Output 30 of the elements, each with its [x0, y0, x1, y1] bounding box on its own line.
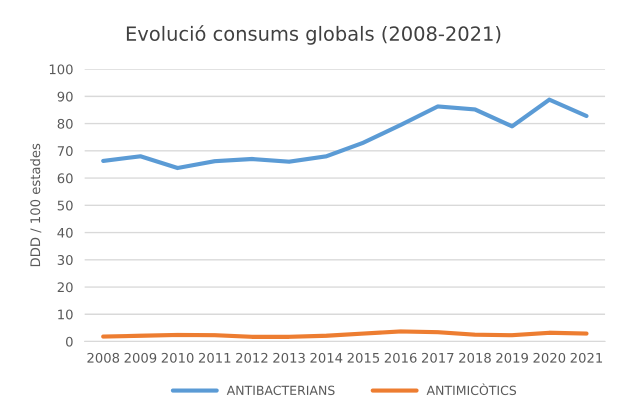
y-tick-label: 10 [58, 309, 73, 320]
legend-label: ANTIBACTERIANS [226, 386, 335, 396]
y-tick-label: 60 [58, 173, 73, 184]
x-tick-label: 2017 [422, 352, 454, 363]
x-tick-label: 2016 [384, 352, 417, 363]
x-tick-label: 2010 [162, 352, 194, 363]
y-tick-label: 70 [58, 146, 73, 156]
y-tick-label: 80 [58, 118, 73, 129]
y-tick-label: 0 [66, 336, 73, 347]
x-tick-label: 2011 [198, 352, 230, 363]
x-tick-label: 2021 [570, 352, 602, 363]
chart-title: Evolució consums globals (2008-2021) [126, 25, 500, 45]
y-tick-label: 100 [50, 64, 73, 74]
x-tick-label: 2019 [496, 352, 528, 363]
y-tick-label: 20 [58, 282, 73, 292]
y-tick-label: 30 [58, 255, 73, 265]
x-tick-label: 2020 [533, 352, 566, 363]
y-tick-label: 40 [57, 228, 73, 238]
x-tick-label: 2014 [310, 352, 342, 363]
legend-label: ANTIMICÒTICS [426, 383, 516, 396]
line-series [101, 98, 589, 170]
x-tick-label: 2009 [124, 352, 156, 363]
x-tick-label: 2018 [459, 352, 491, 363]
y-tick-label: 50 [58, 200, 73, 211]
x-tick-label: 2008 [87, 352, 120, 363]
y-axis-title: DDD / 100 estades [30, 144, 42, 266]
x-tick-label: 2013 [273, 352, 305, 363]
x-tick-label: 2012 [236, 352, 268, 363]
x-tick-label: 2015 [348, 352, 380, 363]
y-tick-label: 90 [58, 92, 73, 102]
